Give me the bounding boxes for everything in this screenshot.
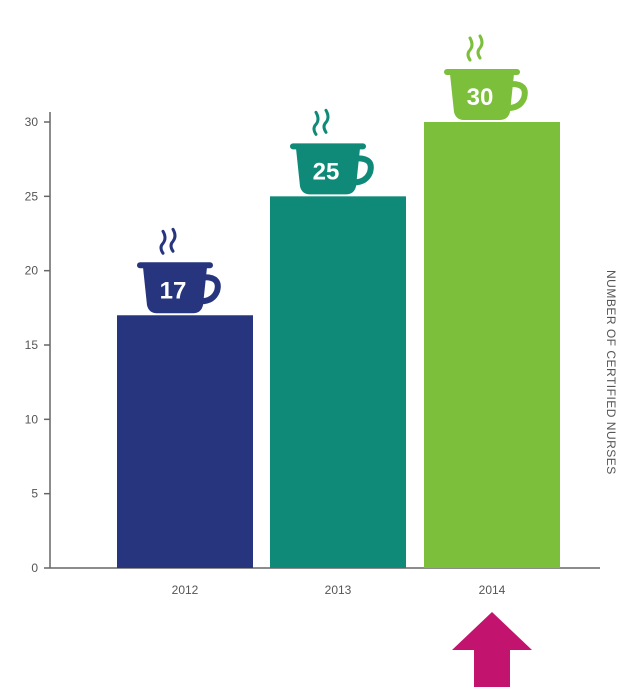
bars — [117, 122, 560, 569]
bar-2013 — [270, 196, 406, 569]
y-tick-label: 10 — [25, 412, 39, 426]
coffee-cup-icon — [444, 69, 528, 120]
x-tick-label: 2014 — [479, 583, 506, 597]
steam-icon — [312, 108, 330, 136]
y-tick-label: 30 — [25, 115, 39, 129]
bar-2012 — [117, 315, 253, 568]
coffee-cup-icon — [290, 143, 374, 195]
y-tick-label: 20 — [25, 264, 39, 278]
data-label: 17 — [160, 277, 187, 304]
steam-icon — [159, 227, 177, 255]
data-label: 25 — [313, 158, 340, 185]
y-axis-ticks: 0 5 10 15 20 25 30 — [25, 115, 50, 575]
x-tick-label: 2012 — [172, 583, 199, 597]
steam-icon — [466, 34, 484, 62]
coffee-cup-icon — [137, 262, 221, 314]
x-tick-label: 2013 — [325, 583, 352, 597]
data-label: 30 — [467, 84, 494, 111]
y-tick-label: 0 — [31, 561, 38, 575]
y-tick-label: 15 — [25, 338, 39, 352]
y-tick-label: 5 — [31, 487, 38, 501]
y-tick-label: 25 — [25, 189, 39, 203]
bar-2014 — [424, 122, 560, 568]
highlight-arrow — [452, 612, 532, 687]
x-axis-ticks: 2012 2013 2014 — [172, 583, 506, 597]
up-arrow-icon — [452, 612, 532, 687]
cup-labels: 17 25 30 — [137, 34, 528, 314]
y-axis-label: NUMBER OF CERTIFIED NURSES — [604, 270, 618, 475]
